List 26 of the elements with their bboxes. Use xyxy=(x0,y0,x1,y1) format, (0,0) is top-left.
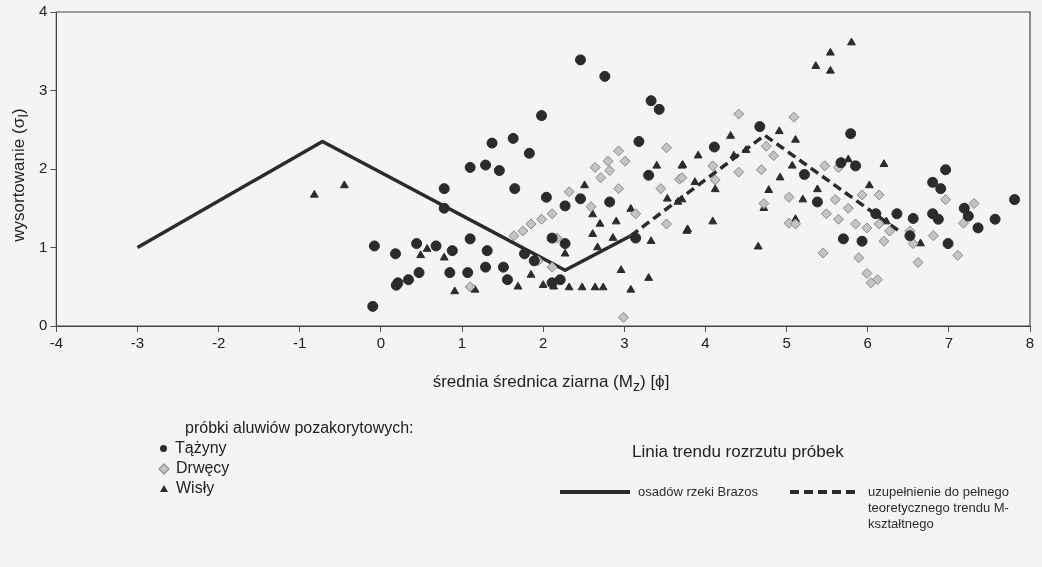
legend-label: uzupełnienie do pełnego teoretycznego trendu M-kształtnego xyxy=(868,484,1010,532)
legend-label: osadów rzeki Brazos xyxy=(638,484,759,500)
x-tick-label: 4 xyxy=(701,334,710,352)
text: Linia trendu rozrzutu próbek xyxy=(632,442,844,462)
x-tick-label: 7 xyxy=(944,334,954,352)
x-tick-label: 0 xyxy=(376,334,386,352)
x-tick-label: -2 xyxy=(211,334,226,352)
x-tick-label: 3 xyxy=(620,334,629,352)
y-tick-label: 3 xyxy=(39,80,48,98)
y-tick-label: 4 xyxy=(39,2,48,20)
x-tick-label: 2 xyxy=(539,334,548,352)
legend-label: Wisły xyxy=(176,479,215,496)
legend-label: Drwęcy xyxy=(176,459,230,476)
x-tick-label: 1 xyxy=(457,334,467,352)
x-tick-label: -3 xyxy=(130,334,145,352)
x-tick-label: -4 xyxy=(49,334,64,352)
y-tick-label: 0 xyxy=(39,316,48,334)
y-tick-label: 1 xyxy=(39,237,48,255)
x-tick-label: 5 xyxy=(782,334,791,352)
x-tick-label: 6 xyxy=(863,334,872,352)
legend-label: Tążyny xyxy=(175,439,227,456)
x-tick-label: -1 xyxy=(293,334,307,352)
x-tick-label: 8 xyxy=(1025,334,1035,352)
x-axis-title: średnia średnica ziarna (M$_{z}$) [ϕ] xyxy=(432,372,670,395)
y-tick-label: 2 xyxy=(39,159,48,177)
legend-title: próbki aluwiów pozakorytowych: xyxy=(185,418,414,438)
